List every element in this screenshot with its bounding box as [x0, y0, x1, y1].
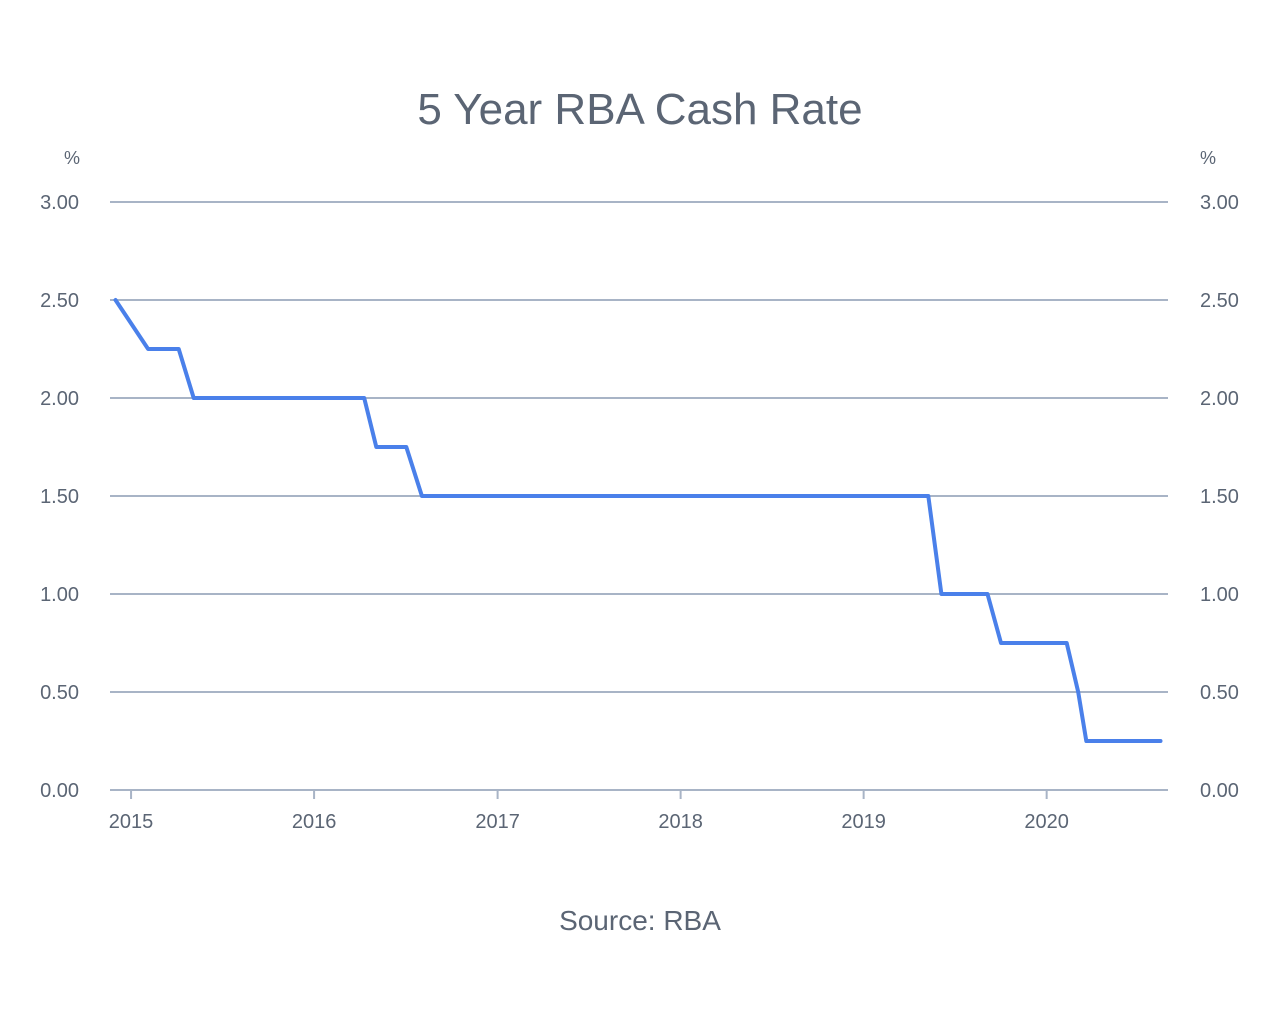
y-tick-label-right: 2.50	[1200, 290, 1239, 312]
source-note: Source: RBA	[559, 905, 721, 936]
x-tick-label: 2017	[475, 811, 520, 833]
x-tick-label: 2020	[1024, 811, 1069, 833]
x-tick-label: 2016	[292, 811, 337, 833]
y-tick-label-left: 1.50	[40, 486, 79, 508]
y-tick-label-right: 1.50	[1200, 486, 1239, 508]
y-tick-label-left: 0.00	[40, 780, 79, 802]
y-tick-label-left: 2.00	[40, 388, 79, 410]
x-axis-ticks: 2015 2016 2017 2018 2019 2020	[109, 790, 1069, 833]
y-tick-label-left: 2.50	[40, 290, 79, 312]
chart-title: 5 Year RBA Cash Rate	[417, 85, 862, 134]
y-tick-label-right: 2.00	[1200, 388, 1239, 410]
y-tick-label-right: 0.00	[1200, 780, 1239, 802]
series-line-0	[116, 300, 1161, 741]
y-tick-label-left: 1.00	[40, 584, 79, 606]
y-tick-label-right: 1.00	[1200, 584, 1239, 606]
y-tick-label-right: 3.00	[1200, 192, 1239, 214]
y-tick-label-right: 0.50	[1200, 682, 1239, 704]
y-tick-label-left: 0.50	[40, 682, 79, 704]
x-tick-label: 2015	[109, 811, 154, 833]
x-tick-label: 2018	[658, 811, 703, 833]
y-tick-label-left: 3.00	[40, 192, 79, 214]
y-axis-unit-left: %	[64, 148, 80, 168]
x-tick-label: 2019	[841, 811, 886, 833]
series-group	[115, 300, 1160, 741]
y-axis-unit-right: %	[1200, 148, 1216, 168]
y-axis-right-ticks: 0.00 0.50 1.00 1.50 2.00 2.50 3.00	[1200, 192, 1239, 802]
y-axis-left-ticks: 0.00 0.50 1.00 1.50 2.00 2.50 3.00	[40, 192, 79, 802]
